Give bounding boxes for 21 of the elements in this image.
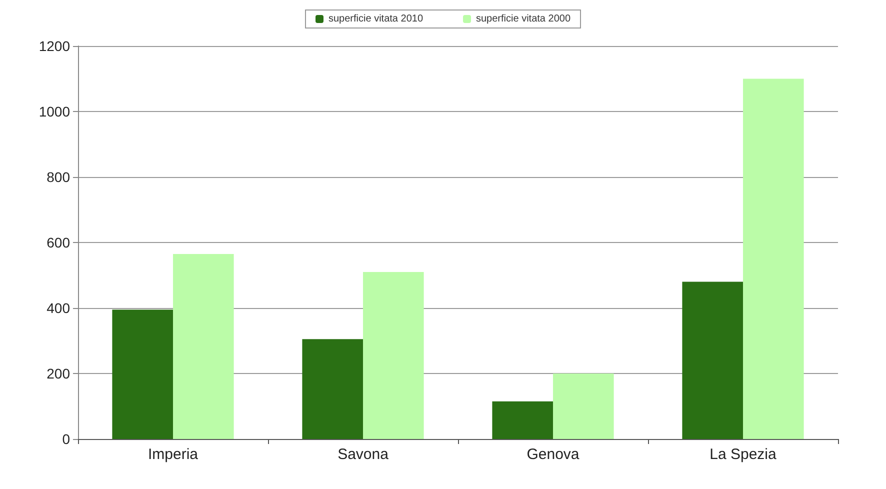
y-tick-label: 400 bbox=[46, 300, 70, 316]
y-tick-label: 200 bbox=[46, 366, 70, 382]
y-tick-label: 1000 bbox=[38, 104, 70, 120]
x-tick-label: La Spezia bbox=[710, 446, 778, 463]
bar bbox=[492, 401, 553, 439]
bar bbox=[682, 282, 743, 439]
bar bbox=[743, 78, 804, 439]
x-tick-label: Savona bbox=[338, 446, 390, 463]
bar bbox=[302, 339, 363, 439]
legend-label: superficie vitata 2000 bbox=[476, 14, 571, 24]
bar bbox=[363, 272, 424, 439]
bar bbox=[553, 374, 614, 439]
x-tick-label: Imperia bbox=[148, 446, 199, 463]
y-tick-label: 600 bbox=[46, 234, 70, 250]
legend-label: superficie vitata 2010 bbox=[328, 14, 424, 24]
y-tick-label: 1200 bbox=[38, 38, 70, 54]
x-tick-label: Genova bbox=[526, 446, 580, 463]
bar bbox=[112, 310, 173, 439]
bar bbox=[173, 254, 234, 439]
y-tick-label: 800 bbox=[46, 169, 70, 185]
y-tick-label: 0 bbox=[62, 431, 70, 447]
